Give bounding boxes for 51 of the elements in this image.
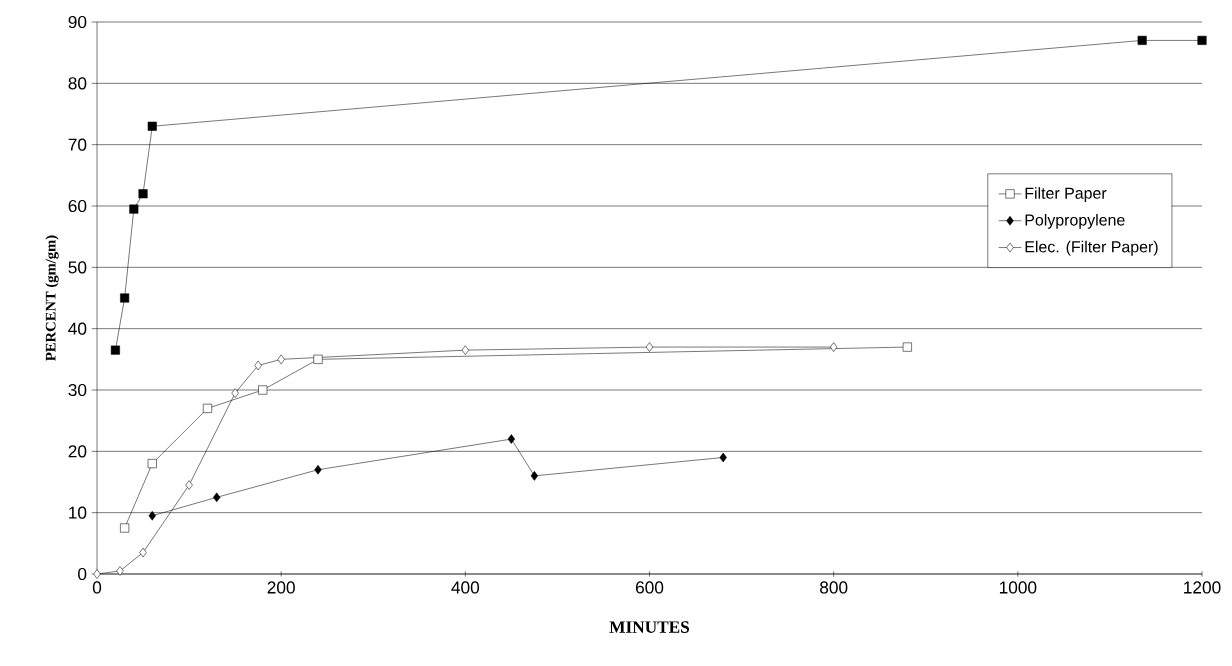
point xyxy=(129,204,139,214)
x-tick-label: 0 xyxy=(92,581,102,594)
point xyxy=(147,121,157,131)
point xyxy=(147,459,157,469)
point xyxy=(148,510,156,521)
point xyxy=(120,293,130,303)
y-tick-label: 30 xyxy=(68,383,87,397)
point xyxy=(231,388,239,398)
x-tick-label: 1000 xyxy=(999,581,1037,594)
x-tick-label: 1200 xyxy=(1184,581,1221,594)
point xyxy=(116,566,124,576)
point xyxy=(1137,35,1147,45)
y-tick-label: 70 xyxy=(68,138,87,151)
point xyxy=(530,471,539,481)
y-tick-label: 50 xyxy=(68,261,87,274)
x-tick-label: 200 xyxy=(267,581,295,594)
legend-label: Polypropylene xyxy=(1025,213,1125,229)
point xyxy=(507,434,516,444)
y-tick-label: 60 xyxy=(68,199,87,213)
point xyxy=(254,360,262,371)
y-tick-label: 80 xyxy=(68,77,87,90)
x-tick-label: 600 xyxy=(635,581,664,594)
x-axis-title: MINUTES xyxy=(609,621,690,633)
point xyxy=(138,189,148,199)
point xyxy=(1197,35,1207,45)
y-tick-label: 90 xyxy=(68,15,87,29)
legend-label: Filter Paper xyxy=(1025,187,1107,202)
point xyxy=(120,523,130,533)
point xyxy=(258,385,268,395)
legend-label: Elec. (Filter Paper) xyxy=(1025,240,1158,256)
point xyxy=(461,345,469,355)
point xyxy=(139,547,147,558)
point xyxy=(902,342,912,352)
x-tick-label: 400 xyxy=(451,581,480,594)
point xyxy=(202,403,213,413)
y-axis-title: PERCENT (gm/gm) xyxy=(45,235,59,361)
y-tick-label: 0 xyxy=(78,567,87,581)
y-tick-label: 20 xyxy=(68,445,87,458)
y-tick-label: 40 xyxy=(68,322,87,335)
point xyxy=(313,354,323,364)
point xyxy=(719,452,727,463)
point xyxy=(213,492,221,503)
point xyxy=(185,480,193,490)
x-tick-label: 800 xyxy=(820,581,848,594)
point xyxy=(110,345,120,355)
point xyxy=(277,354,285,365)
y-tick-label: 10 xyxy=(69,506,87,519)
point xyxy=(645,342,654,352)
point xyxy=(830,342,838,352)
point xyxy=(314,464,322,475)
point xyxy=(93,569,101,579)
